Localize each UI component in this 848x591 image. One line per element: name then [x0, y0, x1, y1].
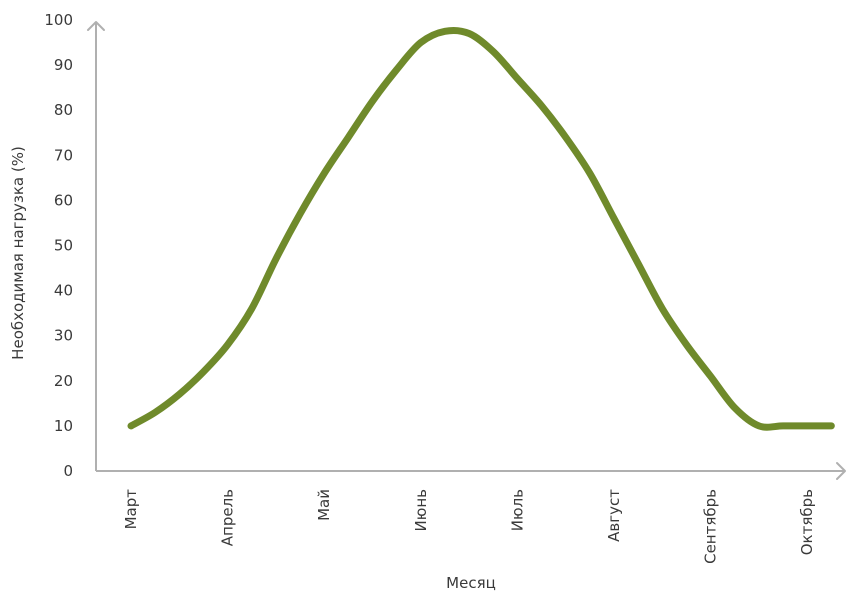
y-tick-label: 60 [54, 191, 73, 209]
y-tick-label: 0 [63, 462, 73, 480]
x-tick-label: Июль [508, 489, 526, 531]
y-tick-label: 30 [54, 327, 73, 345]
y-tick-label: 40 [54, 282, 73, 300]
y-tick-label: 70 [54, 146, 73, 164]
x-tick-label: Март [122, 489, 140, 530]
x-tick-label: Сентябрь [702, 489, 720, 564]
x-tick-label: Май [315, 489, 333, 521]
y-tick-label: 100 [44, 11, 73, 29]
y-tick-label: 80 [54, 101, 73, 119]
series-line [127, 26, 835, 431]
x-tick-label: Август [605, 489, 623, 542]
x-axis-label: Месяц [446, 574, 496, 591]
x-tick-label: Июнь [412, 489, 430, 532]
y-tick-label: 10 [54, 417, 73, 435]
x-tick-label: Апрель [219, 489, 237, 546]
y-tick-label: 20 [54, 372, 73, 390]
axes [87, 21, 846, 480]
y-tick-label: 50 [54, 237, 73, 255]
y-tick-label: 90 [54, 56, 73, 74]
y-axis-label: Необходимая нагрузка (%) [9, 146, 27, 360]
x-axis-arrow [836, 462, 846, 480]
series-group [127, 26, 835, 431]
x-tick-label: Октябрь [798, 489, 816, 555]
y-axis-arrow [87, 21, 105, 31]
y-tick-labels: 0 10 20 30 40 50 60 70 80 90 100 [44, 11, 73, 480]
x-tick-labels: Март Апрель Май Июнь Июль Август Сентябрь Октяб… [122, 489, 816, 564]
